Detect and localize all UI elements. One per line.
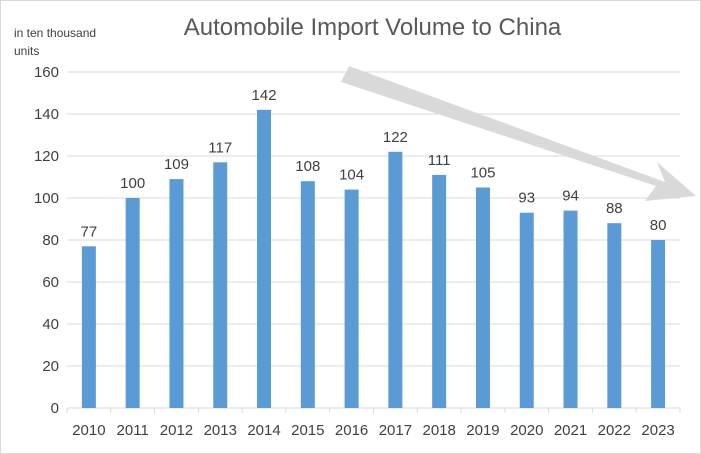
gridlines [66, 71, 681, 413]
bar [300, 181, 315, 408]
y-tick-label: 160 [34, 64, 59, 81]
bar [213, 162, 228, 408]
x-tick-label: 2012 [160, 422, 193, 439]
bar [169, 179, 184, 408]
x-tick-label: 2023 [641, 422, 674, 439]
data-label: 104 [339, 167, 364, 184]
data-label: 77 [81, 223, 98, 240]
x-tick-label: 2017 [379, 422, 412, 439]
y-tick-label: 100 [34, 190, 59, 207]
bar [81, 246, 96, 408]
data-label: 94 [562, 188, 579, 205]
bar [125, 198, 140, 408]
bars [81, 109, 666, 409]
data-labels: 77 100 109 117 142 108 104 122 111 105 93 94 88 80 [81, 87, 667, 241]
data-label: 111 [428, 152, 451, 169]
data-label: 117 [208, 139, 232, 156]
y-tick-label: 60 [42, 274, 59, 291]
x-tick-label: 2013 [204, 422, 237, 439]
bar [651, 240, 666, 408]
y-tick-label: 40 [42, 316, 59, 333]
data-label: 109 [164, 156, 189, 173]
x-tick-label: 2021 [554, 422, 587, 439]
x-tick-label: 2020 [510, 422, 543, 439]
y-tick-label: 120 [34, 148, 59, 165]
data-label: 142 [252, 87, 277, 104]
data-label: 93 [518, 190, 535, 207]
x-tick-label: 2010 [72, 422, 105, 439]
trend-arrow-icon [341, 66, 696, 201]
y-tick-label: 80 [42, 232, 59, 249]
x-tick-label: 2019 [466, 422, 499, 439]
y-axis-ticks: 0 20 40 60 80 100 120 140 160 [34, 64, 59, 417]
x-tick-label: 2018 [422, 422, 455, 439]
y-tick-label: 140 [34, 106, 59, 123]
data-label: 108 [295, 158, 320, 175]
bar [607, 223, 622, 408]
bar [563, 210, 578, 408]
bar [432, 174, 447, 408]
bar [257, 109, 272, 409]
bar [475, 187, 490, 408]
data-label: 100 [120, 175, 145, 192]
x-tick-label: 2014 [247, 422, 280, 439]
data-label: 105 [470, 165, 495, 182]
x-tick-label: 2022 [598, 422, 631, 439]
bar [388, 151, 403, 409]
x-tick-label: 2016 [335, 422, 368, 439]
x-tick-label: 2015 [291, 422, 324, 439]
y-tick-label: 20 [42, 358, 59, 375]
chart-title: Automobile Import Volume to China [183, 14, 562, 41]
x-axis-ticks: 2010 2011 2012 2013 2014 2015 2016 2017 2018 2019… [72, 422, 675, 439]
y-tick-label: 0 [51, 400, 59, 417]
data-label: 122 [383, 129, 408, 146]
y-axis-unit-label: in ten thousand units [14, 26, 97, 58]
trend-arrow [341, 66, 696, 201]
bar [344, 189, 359, 408]
bar [519, 212, 534, 408]
data-label: 88 [606, 200, 623, 217]
data-label: 80 [650, 217, 667, 234]
x-tick-label: 2011 [117, 422, 149, 439]
